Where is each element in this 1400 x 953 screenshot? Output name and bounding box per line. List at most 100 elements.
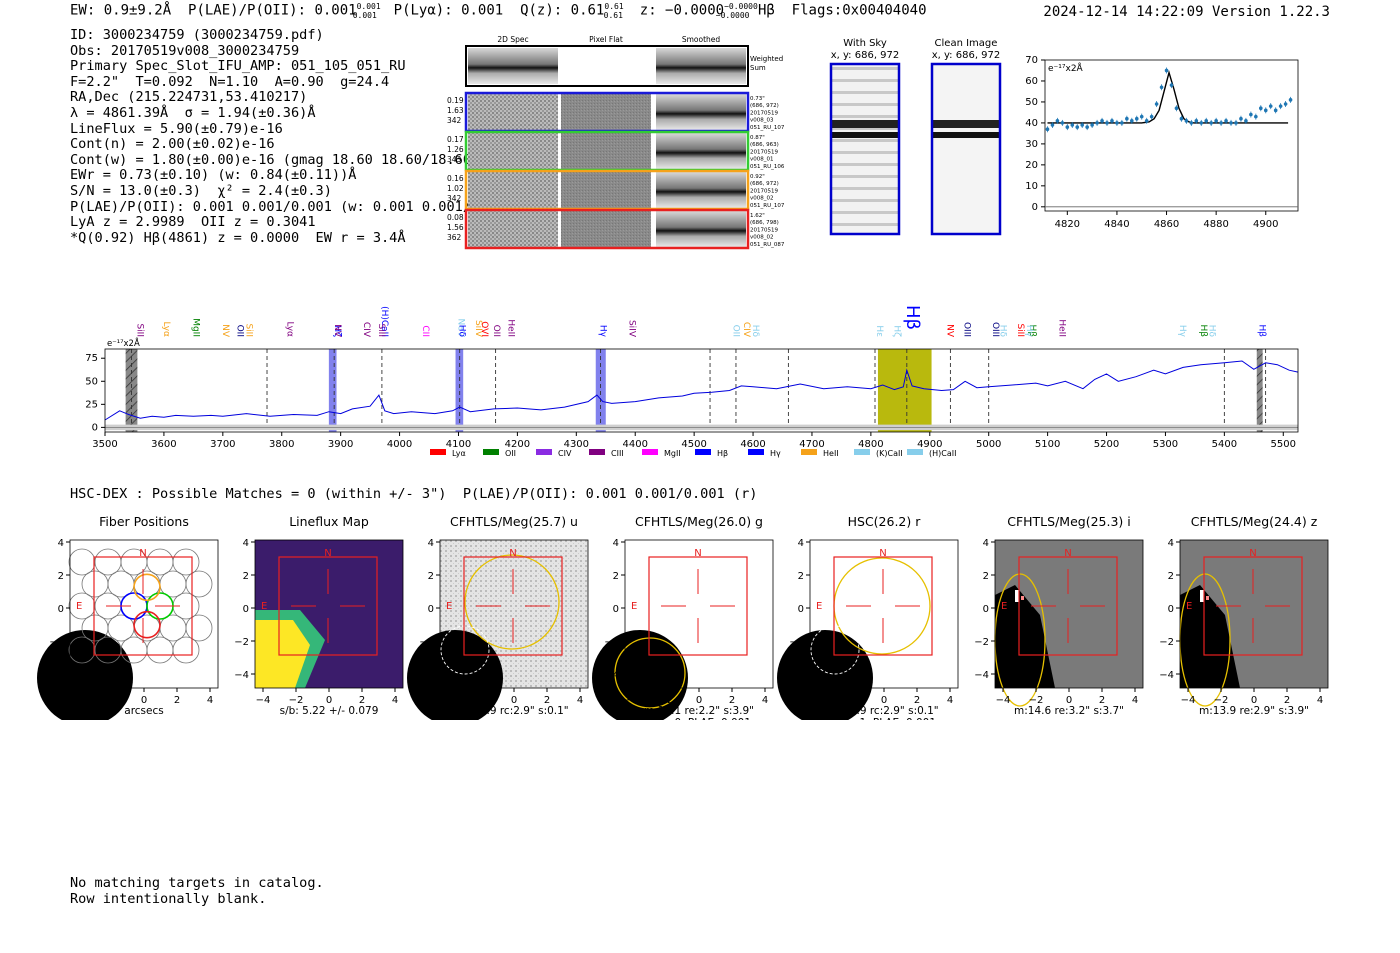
imaging-xtick-label: 2	[1284, 695, 1290, 706]
linefit-point	[1258, 106, 1263, 111]
linefit-point	[1105, 121, 1109, 125]
detection-info: ID: 3000234759 (3000234759.pdf) Obs: 201…	[70, 27, 520, 246]
spectrum-xtick-label: 3700	[210, 439, 235, 450]
sky-panel-image	[932, 64, 1000, 234]
imaging-xtick-label: −2	[289, 695, 304, 706]
linefit-point	[1249, 112, 1253, 117]
plae-sup: 0.001	[356, 2, 381, 11]
info-line: EWr = 0.73(±0.10) (w: 0.84(±0.11))Å	[70, 167, 357, 184]
info-line: LineFlux = 5.90(±0.79)e-16	[70, 120, 283, 137]
spectrum-line-label: OII	[235, 325, 245, 337]
linefit-point	[1184, 119, 1189, 123]
linefit-point	[1080, 123, 1085, 127]
imaging-xtick-label: −4	[1181, 695, 1196, 706]
fiber-circle	[172, 548, 200, 576]
plae-value: P(LAE)/P(OII): 0.001	[188, 2, 357, 19]
imaging-xtick-label: −4	[626, 695, 641, 706]
linefit-point	[1174, 106, 1179, 111]
sky-panel-frame	[930, 62, 1002, 236]
spectrum-line-label: Hβ	[902, 305, 923, 330]
header-summary: EW: 0.9±9.2Å P(LAE)/P(OII): 0.0010.0010.…	[70, 2, 927, 20]
spectrum-line-label: SiIV	[626, 320, 636, 338]
linefit-point	[1075, 125, 1080, 129]
linefit-xtick-label: 4840	[1104, 219, 1129, 230]
spectrum-line-label: MgII	[190, 318, 200, 337]
linefit-point	[1288, 98, 1293, 102]
linefit-point	[1204, 119, 1209, 123]
spectrum-xtick-label: 5200	[1094, 439, 1119, 450]
imaging-xtick-label: 2	[544, 695, 550, 706]
fiber-circle	[185, 614, 213, 642]
cutout-col-title: Pixel Flat	[589, 35, 623, 44]
cutout-2dspec	[468, 211, 558, 247]
cutout-note: v008_02	[750, 196, 774, 202]
cutout-smoothed	[656, 211, 746, 247]
cutout-note: 051_RU_107	[750, 125, 785, 131]
imaging-xtick-label: 4	[1132, 695, 1138, 706]
linefit-point	[1130, 119, 1134, 123]
spectrum-line-label: CIV	[741, 322, 751, 338]
plae-sub: 0.001	[352, 11, 377, 21]
spectrum-line-label: SiII	[1015, 323, 1025, 337]
spectrum-masked-band	[1256, 349, 1263, 432]
imaging-ytick-label: 4	[58, 538, 64, 549]
info-line: Primary Spec_Slot_IFU_AMP: 051_105_051_R…	[70, 58, 406, 75]
imaging-ytick-label: 0	[1168, 604, 1174, 615]
cutout-note: (686, 798)	[750, 220, 779, 226]
spectrum-line-label: (H)CaII	[379, 306, 389, 337]
sky-panel-coords: x, y: 686, 972	[831, 50, 900, 61]
imaging-ytick-label: 4	[798, 538, 804, 549]
search-box	[463, 556, 563, 656]
cutout-note: (686, 972)	[750, 103, 779, 109]
spectrum-ytick-label: 50	[85, 376, 98, 387]
cutout-note: 20170519	[750, 227, 778, 233]
linefit-model	[1047, 69, 1289, 124]
sky-panel-coords: x, y: 686, 972	[932, 50, 1001, 61]
cutout-smoothed	[656, 172, 746, 208]
cutout-smoothed	[656, 94, 746, 130]
spectrum-line-label: Hδ	[997, 325, 1007, 338]
linefit-point	[1134, 116, 1139, 121]
imaging-xtick-label: 4	[1317, 695, 1323, 706]
legend-label: OII	[505, 449, 516, 458]
imaging-xtick-label: 0	[141, 695, 147, 706]
info-line: LyA z = 2.9989 OII z = 0.3041	[70, 214, 316, 231]
linefit-ytick-label: 60	[1025, 76, 1038, 87]
cutout-note: 051_RU_107	[750, 203, 785, 209]
spectrum-xtick-label: 4400	[622, 439, 647, 450]
legend-swatch	[854, 449, 870, 455]
spectrum-band	[455, 349, 464, 432]
imaging-xtick-label: 0	[696, 695, 702, 706]
catalog-footer: No matching targets in catalog. Row inte…	[70, 875, 324, 907]
fiber-circle-highlight	[133, 573, 161, 602]
full-spectrum-chart: e⁻¹⁷x2Å 3500 3600 3700 3800 3900 4000 4100 4200 4…	[85, 305, 1299, 458]
cutout-col-title: 2D Spec	[497, 35, 528, 44]
imaging-xtick-label: 4	[762, 695, 768, 706]
bright-source	[407, 630, 503, 720]
spectrum-ytick-label: 75	[85, 353, 98, 364]
linefit-xtick-label: 4880	[1203, 219, 1228, 230]
imaging-xtick-label: −2	[104, 695, 119, 706]
cutout-note: 0.92"	[750, 174, 765, 180]
z-sup: −0.0000	[724, 2, 758, 11]
imaging-ytick-label: −4	[234, 670, 249, 681]
fiber-circle	[172, 636, 200, 664]
sky-panel-line	[932, 120, 1000, 128]
imaging-panel-title: CFHTLS/Meg(24.4) z	[1191, 514, 1318, 529]
legend-label: Lyα	[452, 449, 466, 458]
imaging-xtick-label: 4	[947, 695, 953, 706]
hsc-matches-line: HSC-DEX : Possible Matches = 0 (within +…	[70, 486, 758, 502]
spectrum-line-label: OII	[491, 325, 501, 337]
aperture-ellipse	[614, 637, 686, 709]
spectrum-line-label: NV	[944, 324, 954, 338]
spectrum-xtick-label: 3600	[151, 439, 176, 450]
sky-panel-image	[831, 64, 899, 234]
aperture-ellipse	[464, 554, 560, 650]
imaging-ytick-label: 4	[1168, 538, 1174, 549]
cutout-note: v008_01	[750, 157, 774, 163]
legend-swatch	[695, 449, 711, 455]
spectrum-line-label: OIII	[990, 322, 1000, 337]
cutout-stat: 1.63	[447, 106, 464, 115]
legend-label: HeII	[823, 449, 839, 458]
north-label: N	[324, 548, 331, 559]
